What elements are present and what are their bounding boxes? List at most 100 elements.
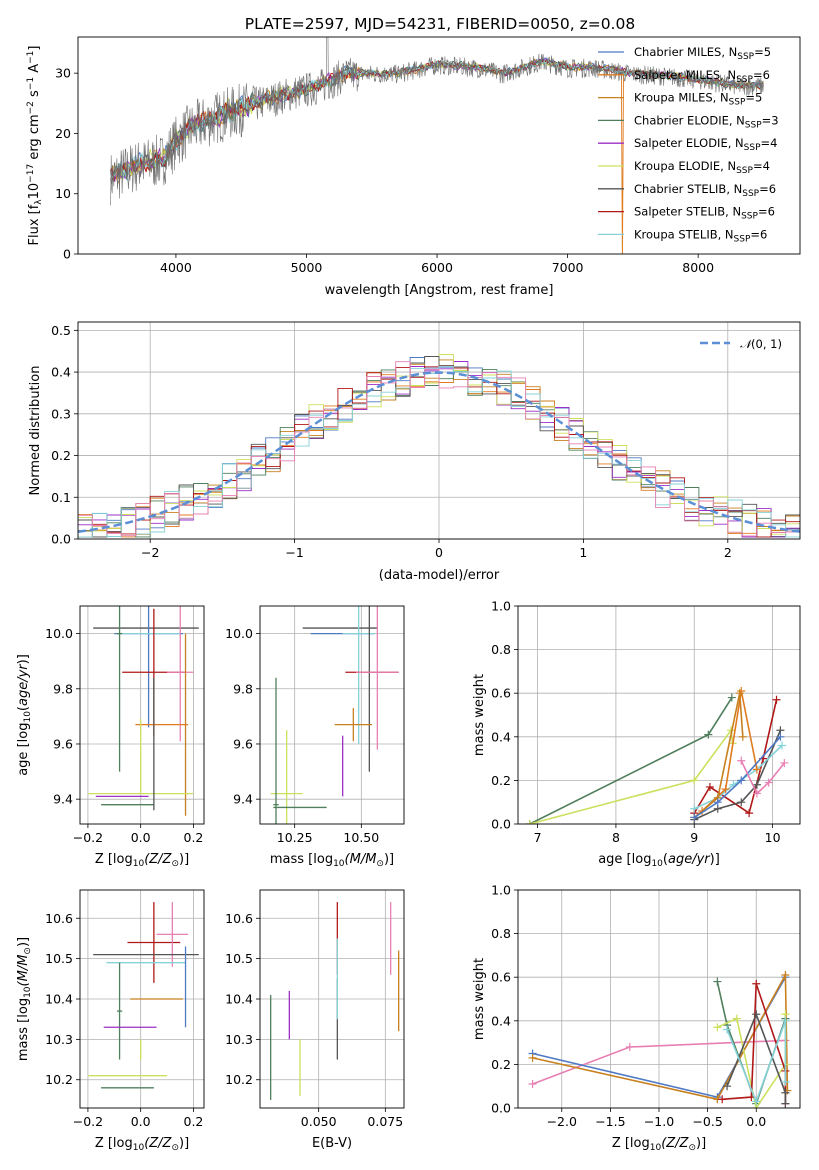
- axes-frame: [259, 889, 405, 1109]
- y-axis-label-group: age [log10(age/yr)]: [16, 654, 33, 776]
- x-tick-label: −1.0: [644, 1114, 674, 1129]
- axes-frame: [517, 605, 801, 825]
- x-axis-label-part: (: [663, 852, 668, 867]
- x-tick-label: 5000: [291, 260, 323, 275]
- series-marker: [752, 979, 761, 988]
- plot-area: [270, 902, 400, 1100]
- y-tick-label: 10.5: [225, 951, 253, 966]
- series-marker: [737, 776, 746, 785]
- x-axis-label-part: Z [log: [612, 1136, 650, 1151]
- x-axis-label: age [log10(age/yr)]: [598, 852, 720, 869]
- legend-label-part: SSP: [744, 143, 761, 153]
- y-tick-label: 0.8: [491, 926, 511, 941]
- y-tick-label: 0.4: [491, 1013, 511, 1028]
- y-tick-label: 10.2: [45, 1072, 73, 1087]
- axes-frame: [517, 889, 801, 1109]
- x-tick-label: 0: [435, 545, 443, 560]
- legend-label: Kroupa MILES, NSSP=5: [634, 91, 762, 108]
- series-marker: [528, 1080, 537, 1089]
- y-axis-label-group: Flux [fλ10−17 erg cm−2 s−1 A−1]: [26, 46, 44, 246]
- y-tick-label: 10.5: [45, 951, 73, 966]
- y-axis-label-part: 10: [23, 711, 33, 723]
- y-tick-label: 0: [63, 247, 71, 262]
- x-tick-label: 7: [534, 830, 542, 845]
- series-marker: [781, 1099, 790, 1108]
- y-axis-label-part: mass [log: [16, 998, 31, 1061]
- y-axis-label-group: mass [log10(M/M⊙)]: [16, 937, 33, 1061]
- x-axis-label-part: (M/M: [345, 852, 377, 867]
- mass-vs-ebv-plot: 0.050 0.075 10.2 10.3 10.4 10.5 10.6 E(B-V): [225, 889, 405, 1151]
- legend-label-part: =5: [754, 45, 771, 59]
- axes-frame: [77, 36, 801, 255]
- x-axis-label-part: 10: [650, 1143, 662, 1153]
- legend-label: Kroupa ELODIE, NSSP=4: [634, 159, 770, 176]
- y-tick-label: 9.4: [233, 792, 253, 807]
- series-line: [726, 1020, 787, 1104]
- x-tick-label: 10: [765, 830, 781, 845]
- series-marker: [745, 809, 754, 818]
- series-marker: [705, 782, 714, 791]
- x-axis-label-part: 10: [133, 859, 145, 869]
- y-axis-label-part: −1: [26, 51, 36, 64]
- y-axis-label-part: erg cm: [27, 114, 42, 163]
- x-axis-label-part: ⊙: [688, 1143, 696, 1153]
- mass-weight-vs-metallicity-plot: −2.0 −1.5 −1.0 −0.5 0.0 0.0 0.2 0.4 0.6 0.8 1.0 Z […: [472, 883, 801, 1153]
- series-line: [701, 690, 758, 812]
- legend-label-part: SSP: [737, 52, 754, 62]
- gaussian-curve: [78, 371, 800, 533]
- y-tick-label: 10.3: [45, 1032, 73, 1047]
- y-axis-label-part: )]: [16, 937, 31, 947]
- series-marker: [752, 789, 761, 798]
- x-axis-label-part: age [log: [598, 852, 651, 867]
- y-tick-label: 0.1: [51, 490, 71, 505]
- series-marker: [776, 732, 785, 741]
- y-tick-label: 1.0: [491, 883, 511, 898]
- y-axis-label: Flux [fλ10−17 erg cm−2 s−1 A−1]: [26, 46, 44, 246]
- x-tick-label: 8000: [682, 260, 714, 275]
- y-axis-label-part: A: [27, 64, 42, 77]
- x-axis-label-part: )]: [179, 1136, 189, 1151]
- legend-label-part: Chabrier MILES, N: [634, 45, 737, 59]
- y-axis-label: mass [log10(M/M⊙)]: [16, 937, 33, 1061]
- x-tick-label: 1: [579, 545, 587, 560]
- x-axis-label-part: (Z/Z: [144, 1136, 172, 1151]
- legend-label-part: Kroupa ELODIE, N: [634, 159, 736, 173]
- series-line: [726, 1012, 787, 1104]
- y-tick-label: 0.0: [491, 1101, 511, 1116]
- y-axis-label-part: λ: [34, 199, 44, 205]
- x-axis-label: mass [log10(M/M⊙)]: [270, 852, 394, 869]
- y-axis-label: mass weight: [472, 958, 487, 1040]
- y-axis-label-part: )]: [16, 654, 31, 664]
- y-tick-label: 9.4: [53, 792, 73, 807]
- y-axis-label-part: −2: [26, 101, 36, 114]
- y-tick-label: 9.8: [53, 681, 73, 696]
- series-marker: [690, 776, 699, 785]
- legend-label: Salpeter ELODIE, NSSP=4: [634, 136, 777, 153]
- y-tick-label: 10.2: [225, 1072, 253, 1087]
- series-line: [693, 693, 744, 819]
- y-axis-label-part: s: [27, 90, 42, 101]
- legend-label: Salpeter MILES, NSSP=6: [634, 68, 770, 85]
- y-tick-label: 10: [55, 186, 71, 201]
- x-tick-label: 0.075: [367, 1114, 403, 1129]
- x-axis-label-part: ⊙: [171, 1143, 179, 1153]
- y-axis-label-part: ]: [27, 46, 42, 51]
- series-marker: [727, 693, 736, 702]
- axes-frame: [77, 321, 801, 540]
- y-axis-label-part: (M/M: [16, 955, 31, 987]
- legend-label-part: SSP: [741, 212, 758, 222]
- plot-area: [270, 606, 399, 824]
- y-tick-label: 0.6: [491, 686, 511, 701]
- y-tick-label: 0.5: [51, 323, 71, 338]
- series-marker: [704, 730, 713, 739]
- series-marker: [737, 798, 746, 807]
- errorbar-point: [334, 708, 372, 742]
- errorbar-point: [116, 606, 123, 772]
- legend-label-part: =6: [753, 68, 770, 82]
- x-tick-label: 0.2: [184, 1114, 204, 1129]
- y-tick-label: 0.2: [51, 448, 71, 463]
- y-axis-label: Normed distribution: [28, 366, 43, 496]
- series-marker: [625, 1042, 634, 1051]
- plot-area: [87, 902, 199, 1089]
